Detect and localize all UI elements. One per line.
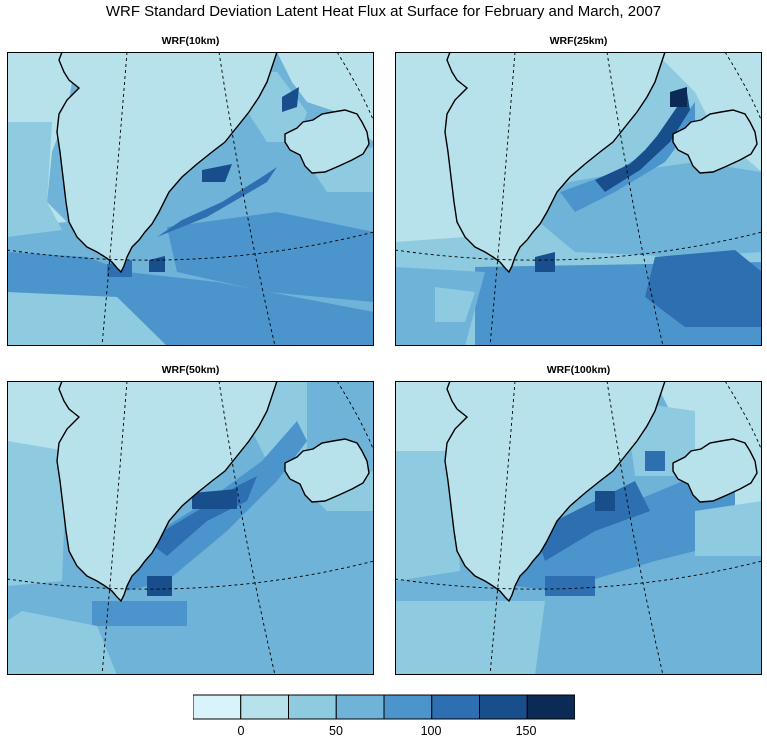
greenland-coastline — [56, 381, 278, 603]
flux-region — [202, 164, 232, 182]
figure-title: WRF Standard Deviation Latent Heat Flux … — [105, 3, 662, 20]
colorbar-svg — [192, 694, 576, 720]
map-panel-25km — [395, 52, 762, 346]
graticule-line — [395, 231, 762, 261]
map-25km — [395, 52, 762, 346]
graticule-line — [7, 231, 374, 261]
graticule-line — [101, 381, 128, 675]
graticule-line — [489, 381, 516, 675]
graticule-line — [218, 52, 276, 346]
greenland-land — [445, 381, 665, 601]
panel-title-50km: WRF(50km) — [161, 364, 220, 376]
panel-frame — [395, 381, 762, 675]
greenland-coastline — [56, 52, 278, 274]
flux-region — [545, 576, 595, 596]
flux-region — [282, 87, 299, 112]
colorbar-swatch — [288, 694, 337, 720]
colorbar-swatch — [431, 694, 480, 720]
panel-frame — [7, 52, 374, 346]
flux-region — [595, 491, 615, 511]
flux-region — [515, 476, 735, 591]
flux-region — [157, 167, 277, 237]
flux-region — [167, 212, 374, 302]
graticule-line — [336, 52, 374, 123]
colorbar — [192, 694, 576, 725]
flux-region — [395, 451, 460, 581]
flux-region — [7, 122, 62, 237]
greenland-coastline — [444, 381, 666, 603]
colorbar-swatch — [383, 694, 433, 720]
flux-region — [92, 601, 187, 626]
map-50km — [7, 381, 374, 675]
graticule-line — [724, 52, 762, 123]
colorbar-tick-label: 0 — [237, 724, 245, 738]
flux-region — [695, 501, 762, 556]
colorbar-swatch — [526, 694, 576, 720]
panel-frame — [395, 52, 762, 346]
graticule-line — [606, 52, 664, 346]
colorbar-swatch — [335, 694, 385, 720]
colorbar-swatch — [192, 694, 242, 720]
greenland-land — [57, 52, 277, 272]
iceland-coastline — [672, 109, 758, 174]
flux-region — [535, 252, 555, 272]
map-10km — [7, 52, 374, 346]
graticule-line — [724, 381, 762, 452]
panel-title-10km: WRF(10km) — [161, 35, 220, 47]
map-100km — [395, 381, 762, 675]
flux-region — [645, 250, 762, 327]
iceland-coastline — [284, 438, 370, 503]
graticule-line — [7, 560, 374, 590]
graticule-line — [395, 560, 762, 590]
iceland-coastline — [672, 438, 758, 503]
flux-region — [395, 601, 545, 675]
map-panel-50km — [7, 381, 374, 675]
colorbar-swatch — [479, 694, 528, 720]
panel-title-25km: WRF(25km) — [549, 35, 608, 47]
colorbar-tick-label: 150 — [515, 724, 537, 738]
map-panel-100km — [395, 381, 762, 675]
flux-region — [515, 162, 762, 257]
flux-region — [560, 102, 695, 212]
flux-region — [645, 451, 665, 471]
flux-region — [435, 287, 475, 322]
panel-frame — [7, 381, 374, 675]
colorbar-swatch — [240, 694, 289, 720]
greenland-land — [57, 381, 277, 601]
iceland-coastline — [284, 109, 370, 174]
flux-region — [7, 292, 167, 346]
greenland-coastline — [444, 52, 666, 274]
graticule-line — [489, 52, 516, 346]
graticule-line — [606, 381, 664, 675]
flux-region — [7, 441, 67, 586]
flux-region — [147, 576, 172, 596]
graticule-line — [101, 52, 128, 346]
flux-region — [535, 481, 650, 561]
graticule-line — [336, 381, 374, 452]
flux-region — [670, 87, 687, 107]
colorbar-tick-label: 50 — [329, 724, 343, 738]
colorbar-tick-label: 100 — [420, 724, 442, 738]
flux-region — [192, 489, 237, 509]
map-panel-10km — [7, 52, 374, 346]
flux-region — [7, 611, 117, 675]
graticule-line — [218, 381, 276, 675]
greenland-land — [445, 52, 665, 272]
panel-title-100km: WRF(100km) — [546, 364, 611, 376]
